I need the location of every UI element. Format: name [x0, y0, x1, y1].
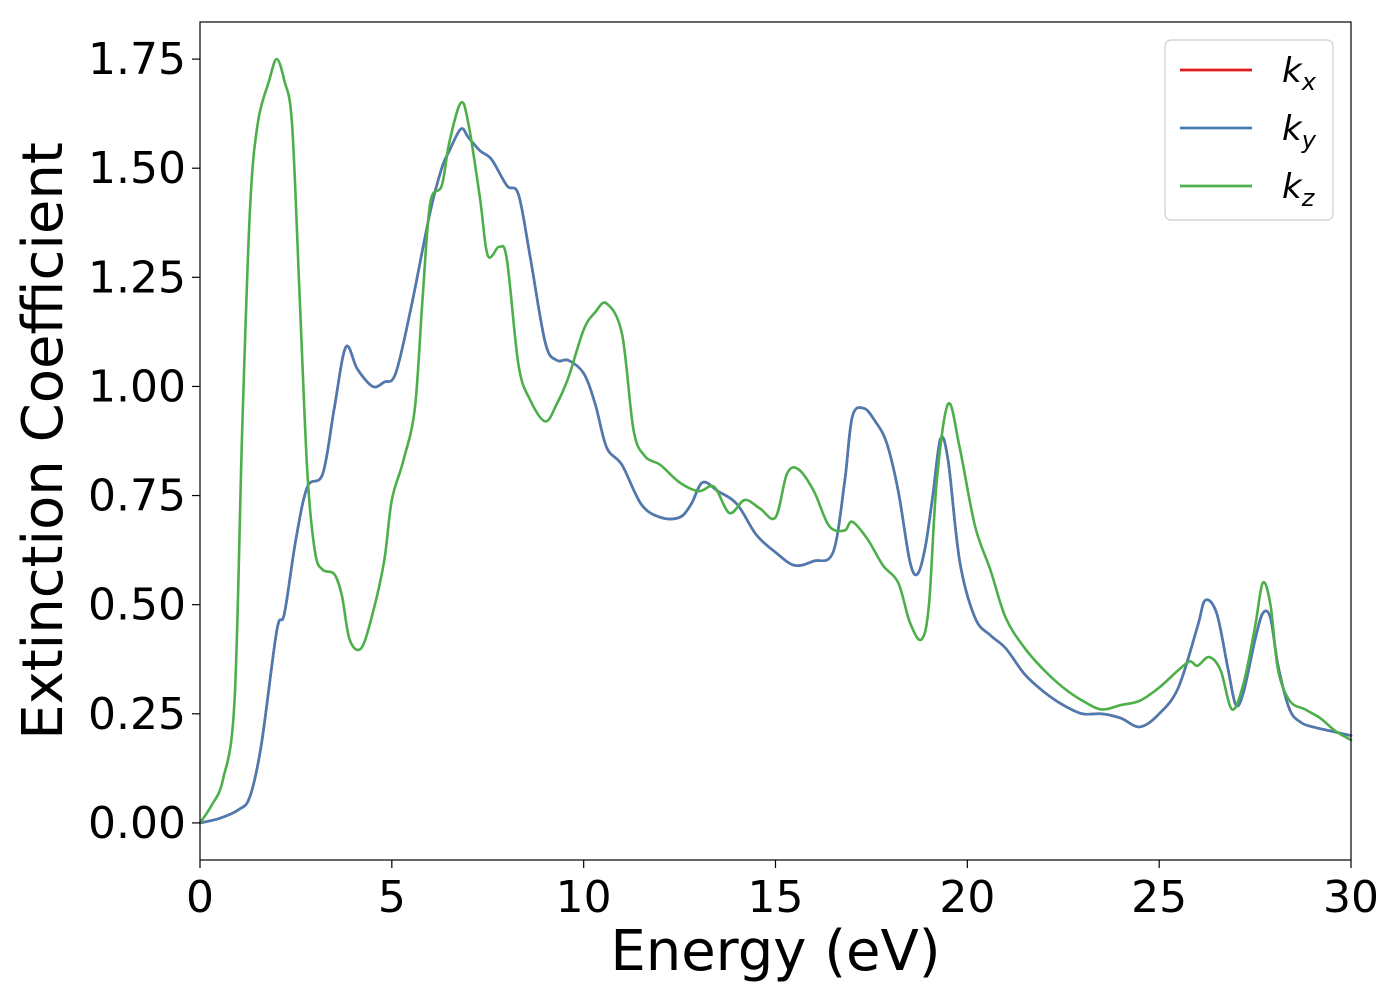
series-lines [198, 57, 1353, 825]
legend-label-x: kx [1282, 51, 1317, 96]
legend-label-y: ky [1282, 109, 1317, 154]
legend-label-z: kz [1282, 167, 1316, 212]
x-tick-label: 20 [939, 872, 995, 923]
series-line-y [198, 127, 1353, 825]
y-tick-label: 0.75 [88, 471, 186, 522]
x-tick-label: 0 [186, 872, 214, 923]
y-tick-label: 0.00 [88, 798, 186, 849]
x-axis-ticks: 0 5 10 15 20 25 30 [186, 860, 1379, 923]
x-tick-label: 25 [1131, 872, 1187, 923]
x-tick-label: 15 [748, 872, 804, 923]
legend-box [1164, 39, 1334, 221]
y-tick-label: 0.25 [88, 689, 186, 740]
x-tick-label: 30 [1323, 872, 1379, 923]
y-tick-label: 1.75 [88, 34, 186, 85]
y-axis-title: Extinction Coefficient [11, 142, 76, 740]
y-tick-label: 0.50 [88, 580, 186, 631]
x-tick-label: 10 [556, 872, 612, 923]
y-tick-label: 1.50 [88, 143, 186, 194]
legend: kx ky kz [1164, 39, 1334, 221]
x-axis-title: Energy (eV) [610, 919, 940, 984]
x-tick-label: 5 [378, 872, 406, 923]
y-tick-label: 1.25 [88, 252, 186, 303]
y-tick-label: 1.00 [88, 361, 186, 412]
series-line-z [198, 57, 1353, 825]
y-axis-ticks: 0.00 0.25 0.50 0.75 1.00 1.25 1.50 1.75 [88, 34, 200, 849]
